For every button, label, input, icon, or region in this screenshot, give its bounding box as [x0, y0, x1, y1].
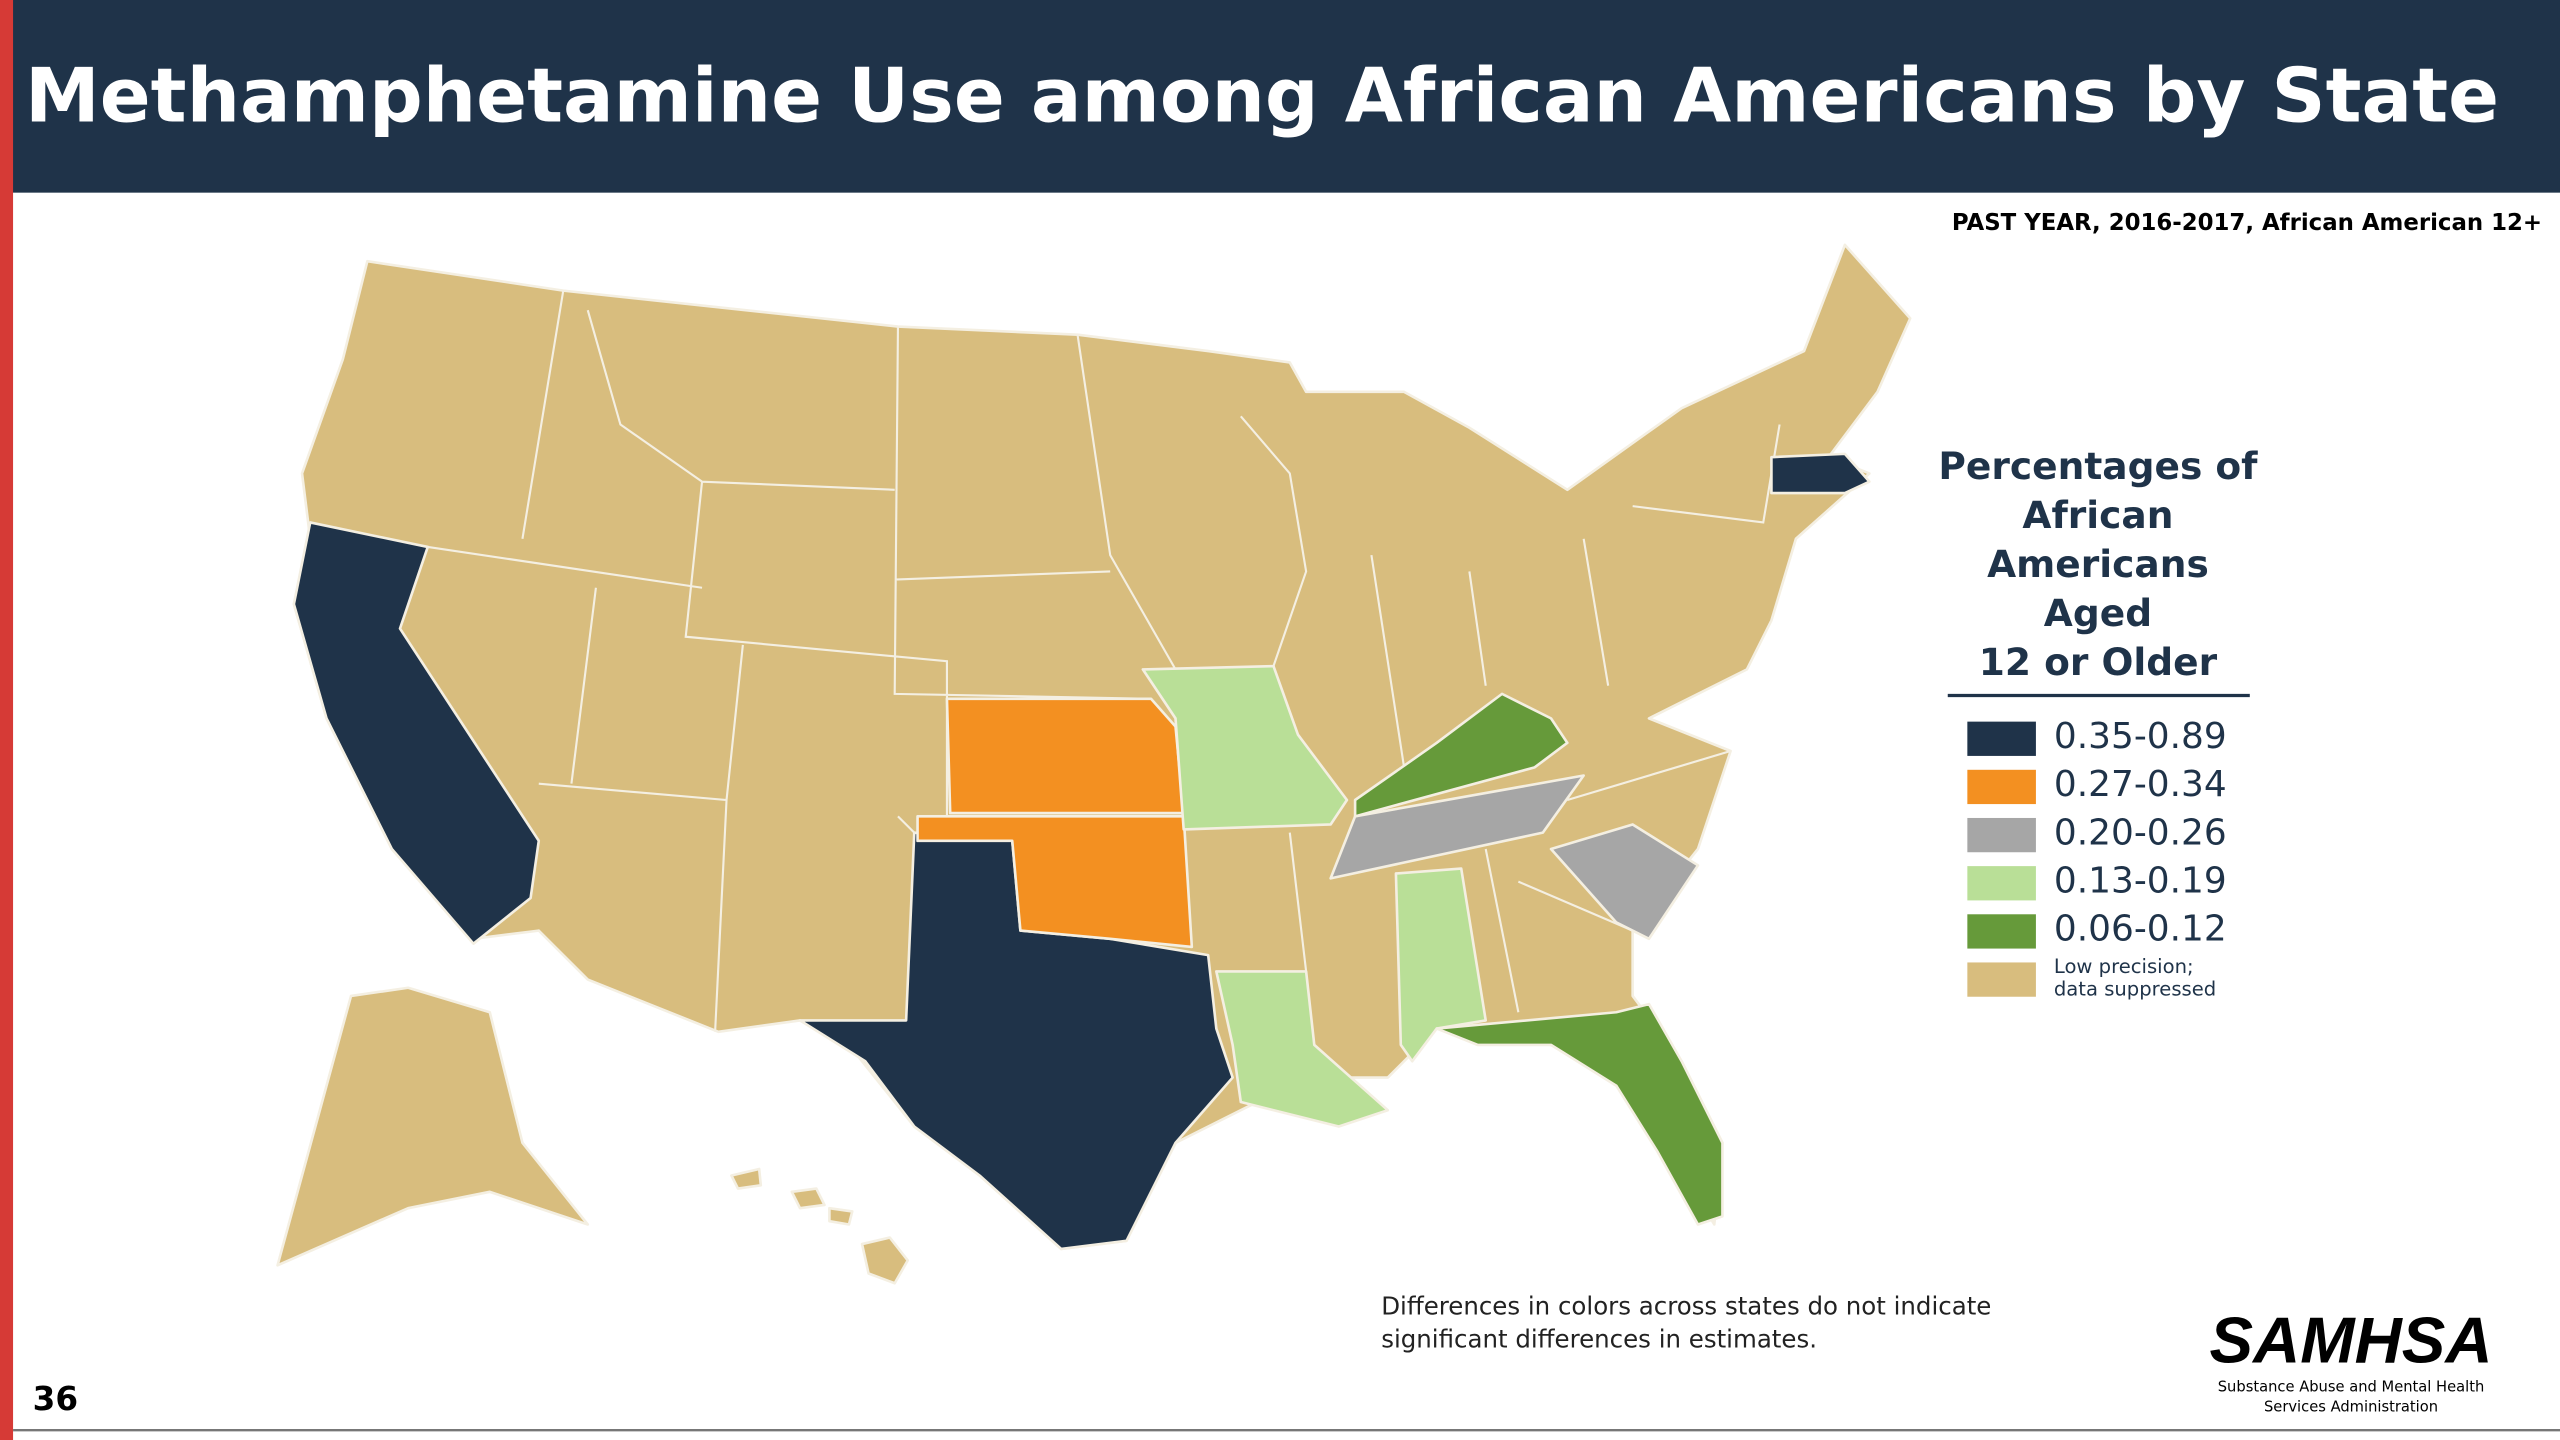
legend-title: Aged: [2044, 591, 2152, 635]
state-region: [1353, 692, 1569, 818]
legend-label: Low precision;: [2054, 955, 2194, 978]
legend-label: 0.06-0.12: [2054, 909, 2227, 950]
legend-title: African: [2022, 493, 2173, 537]
legend: Percentages of African Americans Aged 12 or …: [1938, 444, 2258, 1001]
state-region: [828, 1206, 854, 1226]
state-region: [1770, 452, 1871, 495]
legend-label: 0.27-0.34: [2054, 764, 2227, 805]
legend-label: 0.20-0.26: [2054, 812, 2227, 853]
legend-swatch: [1967, 817, 2036, 853]
state-region: [292, 521, 541, 945]
state-region: [916, 815, 1194, 949]
state-region: [1329, 774, 1585, 880]
accent-strip: [0, 0, 14, 1440]
state-region: [790, 1187, 826, 1210]
logo-subtitle-line: Substance Abuse and Mental Health: [2218, 1379, 2485, 1396]
legend-label: data suppressed: [2054, 978, 2216, 1001]
logo: SAMHSA: [2210, 1304, 2493, 1377]
logo-subtitle: Substance Abuse and Mental Health Service…: [2218, 1379, 2485, 1416]
note-text: significant differences in estimates.: [1381, 1324, 1817, 1353]
legend-title: Americans: [1987, 542, 2209, 586]
state-region: [1141, 664, 1349, 831]
legend-title: 12 or Older: [1979, 640, 2218, 684]
state-region: [276, 986, 590, 1267]
note-text: Differences in colors across states do n…: [1381, 1292, 1991, 1321]
logo-subtitle-line: Services Administration: [2264, 1398, 2438, 1415]
us-map: [276, 243, 1912, 1285]
legend-swatch: [1967, 721, 2036, 756]
legend-swatch: [1967, 866, 2036, 901]
header-bar: [0, 0, 2560, 193]
page-number: 36: [33, 1380, 78, 1418]
state-region: [860, 1236, 910, 1285]
legend-swatch: [1967, 914, 2036, 949]
legend-swatch: [1967, 962, 2036, 997]
note: Differences in colors across states do n…: [1381, 1292, 1991, 1354]
legend-title: Percentages of: [1938, 444, 2258, 488]
legend-label: 0.13-0.19: [2054, 860, 2227, 901]
slide-title: Methamphetamine Use among African Americ…: [25, 52, 2499, 140]
state-region: [945, 697, 1185, 815]
state-border: [427, 290, 1781, 1032]
subtitle: PAST YEAR, 2016-2017, African American 1…: [1952, 210, 2542, 236]
legend-label: 0.35-0.89: [2054, 716, 2227, 757]
state-region: [1549, 823, 1700, 941]
state-region: [1215, 970, 1390, 1128]
state-region: [1435, 1002, 1724, 1226]
state-region: [730, 1167, 763, 1190]
legend-swatch: [1967, 769, 2036, 805]
